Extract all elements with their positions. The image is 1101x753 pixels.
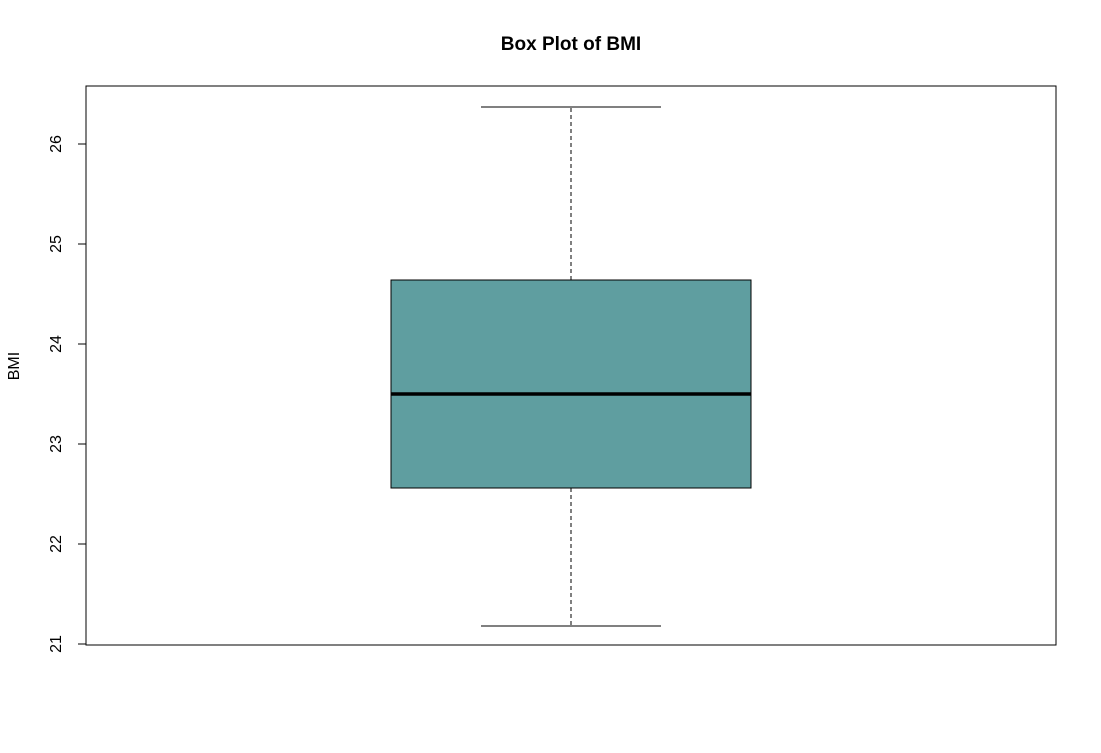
y-tick-labels: 21 22 23 24 25 26 bbox=[48, 135, 65, 653]
y-axis-label: BMI bbox=[6, 352, 23, 380]
chart-title: Box Plot of BMI bbox=[501, 34, 641, 55]
y-tick-label-23: 23 bbox=[48, 435, 65, 453]
y-tick-label-24: 24 bbox=[48, 335, 65, 353]
y-tick-label-22: 22 bbox=[48, 535, 65, 553]
box-group bbox=[390, 106, 752, 627]
y-tick-label-21: 21 bbox=[48, 635, 65, 653]
y-axis: 21 22 23 24 25 26 bbox=[48, 135, 87, 653]
iqr-box bbox=[390, 279, 752, 489]
y-ticks bbox=[78, 143, 86, 645]
y-tick-label-25: 25 bbox=[48, 235, 65, 253]
y-tick-label-26: 26 bbox=[48, 135, 65, 153]
